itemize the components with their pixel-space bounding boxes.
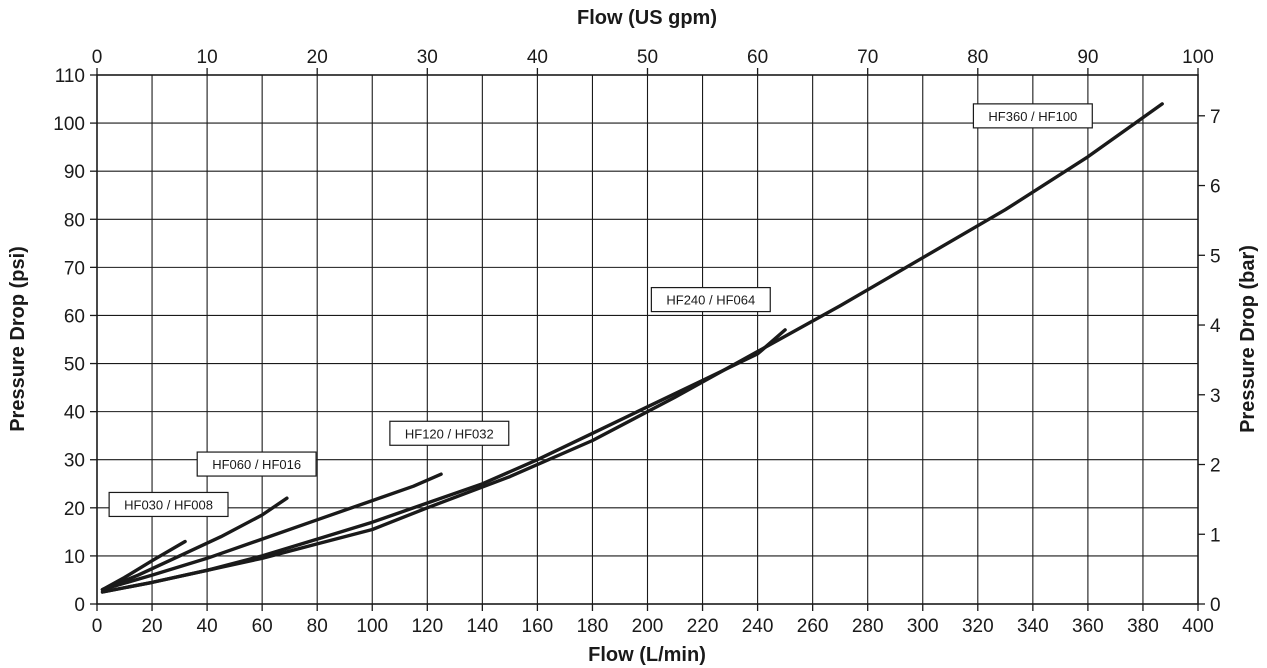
series-label-1: HF030 / HF008: [124, 497, 213, 512]
series-label-3: HF120 / HF032: [405, 426, 494, 441]
series-label-frame: [972, 103, 1093, 129]
x2-tick-label: 0: [92, 47, 103, 68]
series-labels: HF030 / HF008 HF060 / HF016 HF120 / HF032 H…: [108, 103, 1093, 518]
x-tick-label: 240: [742, 616, 774, 637]
x-tick-label: 320: [962, 616, 994, 637]
x2-tick-label: 100: [1182, 47, 1214, 68]
x2-axis-title: Flow (US gpm): [577, 7, 717, 29]
series-label-frame: [650, 286, 771, 313]
x-tick-label: 400: [1182, 616, 1214, 637]
x-tick-label: 140: [466, 616, 498, 637]
series-line-2: [100, 496, 289, 592]
x2-tick-label: 10: [197, 47, 218, 68]
x-tick-label: 200: [632, 616, 664, 637]
y-tick-label: 80: [64, 210, 85, 231]
grid: [97, 75, 1198, 604]
series-label-box-1: HF030 / HF008: [108, 491, 229, 518]
y-tick-label: 10: [64, 547, 85, 568]
y-tick-label: 60: [64, 306, 85, 327]
series-label-frame: [196, 451, 317, 477]
series-label-frame: [389, 420, 510, 446]
series-label-box-5: HF360 / HF100: [972, 103, 1093, 129]
x2-tick-label: 40: [527, 47, 548, 68]
y2-tick-label: 7: [1210, 107, 1221, 128]
y2-tick-label: 5: [1210, 246, 1221, 267]
x-tick-label: 360: [1072, 616, 1104, 637]
series-lines: [100, 102, 1164, 594]
y2-tick-label: 4: [1210, 316, 1221, 337]
y-tick-label: 50: [64, 355, 85, 376]
series-line-5: [100, 102, 1164, 594]
series-label-box-4: HF240 / HF064: [650, 286, 771, 313]
series-label-frame: [108, 491, 229, 518]
y-tick-label: 0: [74, 595, 85, 616]
y-tick-label: 90: [64, 162, 85, 183]
x2-tick-label: 30: [417, 47, 438, 68]
x-tick-label: 340: [1017, 616, 1049, 637]
series-line-3: [100, 472, 443, 592]
x-tick-label: 300: [907, 616, 939, 637]
y-tick-label: 20: [64, 499, 85, 520]
y-tick-label: 30: [64, 451, 85, 472]
y2-tick-label: 6: [1210, 177, 1221, 198]
y-tick-label: 40: [64, 403, 85, 424]
x-axis-title: Flow (L/min): [588, 644, 706, 666]
y2-tick-label: 2: [1210, 456, 1221, 477]
tick-marks: [90, 68, 1205, 611]
x-tick-label: 20: [141, 616, 162, 637]
y-tick-label: 70: [64, 258, 85, 279]
x-tick-label: 80: [307, 616, 328, 637]
plot-frame: [96, 74, 1199, 605]
y-axis-title: Pressure Drop (psi): [7, 246, 29, 432]
y2-tick-label: 3: [1210, 386, 1221, 407]
series-label-4: HF240 / HF064: [666, 293, 755, 308]
tick-labels: 0 20 40 60 80 100 120 140 160 180 200 220 240 260 280 3…: [53, 47, 1221, 637]
x2-tick-label: 90: [1077, 47, 1098, 68]
y-tick-label: 100: [53, 114, 85, 135]
x-tick-label: 100: [356, 616, 388, 637]
x-tick-label: 120: [411, 616, 443, 637]
series-label-box-3: HF120 / HF032: [389, 420, 510, 446]
x2-tick-label: 50: [637, 47, 658, 68]
series-label-2: HF060 / HF016: [212, 457, 301, 472]
x-tick-label: 0: [92, 616, 103, 637]
series-label-5: HF360 / HF100: [988, 109, 1077, 124]
y2-tick-label: 0: [1210, 595, 1221, 616]
x-tick-label: 160: [522, 616, 554, 637]
y2-tick-label: 1: [1210, 525, 1221, 546]
x2-tick-label: 60: [747, 47, 768, 68]
x-tick-label: 380: [1127, 616, 1159, 637]
x-tick-label: 60: [252, 616, 273, 637]
x-tick-label: 180: [577, 616, 609, 637]
series-label-box-2: HF060 / HF016: [196, 451, 317, 477]
y2-axis-title: Pressure Drop (bar): [1237, 245, 1259, 433]
x-tick-label: 280: [852, 616, 884, 637]
x-tick-label: 40: [197, 616, 218, 637]
x-tick-label: 220: [687, 616, 719, 637]
x2-tick-label: 20: [307, 47, 328, 68]
x-tick-label: 260: [797, 616, 829, 637]
x2-tick-label: 80: [967, 47, 988, 68]
x2-tick-label: 70: [857, 47, 878, 68]
y-tick-label: 110: [55, 66, 85, 87]
